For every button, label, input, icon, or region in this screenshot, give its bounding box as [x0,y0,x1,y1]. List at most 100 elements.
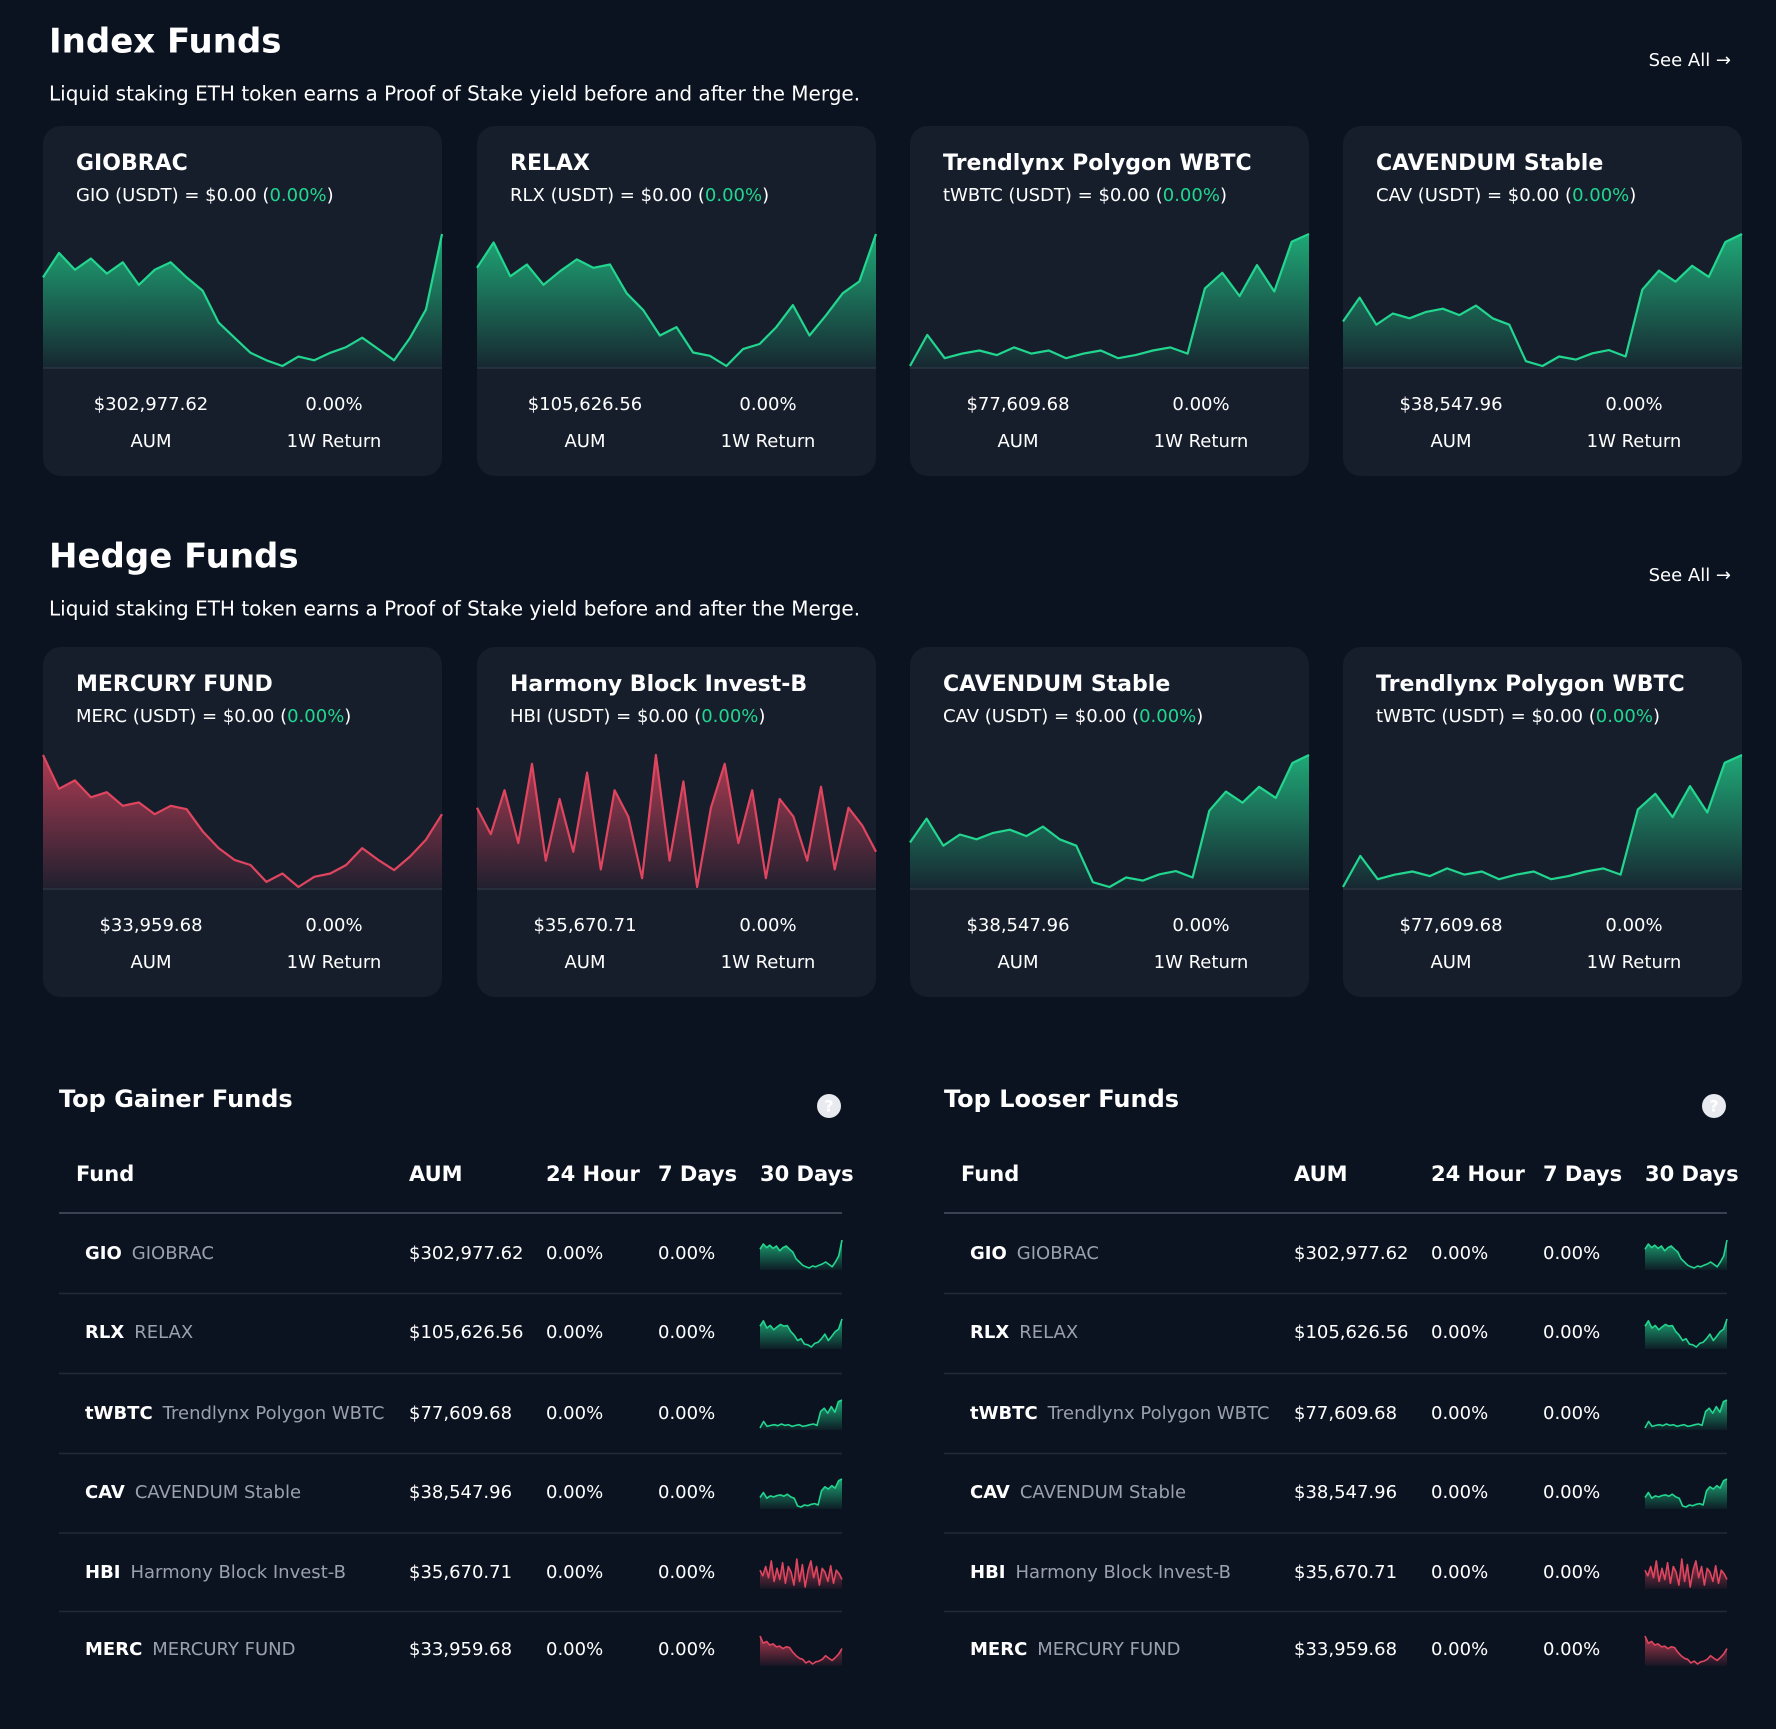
return-value: 0.00% [305,915,362,936]
fund-cell: HBI Harmony Block Invest-B [970,1562,1231,1583]
fund-card[interactable] [910,126,1309,476]
change-24h: 0.00% [546,1403,603,1424]
fund-code: CAV [85,1482,125,1503]
help-icon[interactable] [817,1094,841,1118]
change-7d: 0.00% [658,1322,715,1343]
change-7d: 0.00% [1543,1562,1600,1583]
return-label: 1W Return [1587,952,1682,973]
section-title: Hedge Funds [49,537,299,577]
rate-prefix: CAV (USDT) = $0.00 ( [1376,185,1572,206]
fund-rate: CAV (USDT) = $0.00 (0.00%) [1376,185,1636,206]
fund-card[interactable] [43,126,442,476]
column-header: 30 Days [760,1162,854,1186]
fund-code: MERC [85,1639,142,1660]
column-header: 24 Hour [546,1162,640,1186]
sparkline [909,232,1310,367]
aum-cell: $33,959.68 [409,1639,512,1660]
rate-prefix: HBI (USDT) = $0.00 ( [510,706,701,727]
fund-cell: RLX RELAX [85,1322,193,1343]
sparkline [42,754,443,889]
help-icon[interactable] [1702,1094,1726,1118]
sparkline [759,1558,843,1588]
return-value: 0.00% [1172,394,1229,415]
rate-suffix: ) [1196,706,1203,727]
fund-code: tWBTC [85,1403,153,1424]
aum-value: $35,670.71 [533,915,636,936]
rate-change: 0.00% [269,185,326,206]
fund-name: Trendlynx Polygon WBTC [1376,672,1685,697]
fund-card[interactable] [910,647,1309,997]
fund-card[interactable] [477,126,876,476]
sparkline [1342,753,1743,888]
change-24h: 0.00% [546,1243,603,1264]
aum-value: $38,547.96 [966,915,1069,936]
fund-cell: HBI Harmony Block Invest-B [85,1562,346,1583]
fund-cell: GIO GIOBRAC [970,1243,1099,1264]
aum-label: AUM [130,952,171,973]
change-7d: 0.00% [658,1243,715,1264]
fund-name: CAVENDUM Stable [943,672,1170,697]
sparkline [1644,1478,1728,1508]
return-value: 0.00% [305,394,362,415]
see-all-link[interactable]: See All → [1649,565,1731,586]
sparkline [759,1399,843,1429]
fund-code: MERC [970,1639,1027,1660]
rate-suffix: ) [762,185,769,206]
aum-cell: $105,626.56 [1294,1322,1409,1343]
rate-prefix: tWBTC (USDT) = $0.00 ( [1376,706,1596,727]
rate-change: 0.00% [701,706,758,727]
fund-rate: MERC (USDT) = $0.00 (0.00%) [76,706,351,727]
change-24h: 0.00% [1431,1639,1488,1660]
aum-label: AUM [1430,431,1471,452]
sparkline-area [760,1479,842,1509]
return-value: 0.00% [1172,915,1229,936]
fund-cell: MERC MERCURY FUND [970,1639,1180,1660]
aum-cell: $105,626.56 [409,1322,524,1343]
fund-card[interactable] [1343,647,1742,997]
rate-change: 0.00% [1139,706,1196,727]
rate-change: 0.00% [1572,185,1629,206]
fund-card[interactable] [1343,126,1742,476]
rate-suffix: ) [327,185,334,206]
sparkline [759,1635,843,1665]
sparkline-area [1645,1400,1727,1430]
aum-cell: $33,959.68 [1294,1639,1397,1660]
fund-rate: tWBTC (USDT) = $0.00 (0.00%) [943,185,1227,206]
fund-name: CAVENDUM Stable [1376,151,1603,176]
change-7d: 0.00% [658,1403,715,1424]
return-label: 1W Return [1154,431,1249,452]
aum-label: AUM [1430,952,1471,973]
fund-code: GIO [85,1243,122,1264]
aum-label: AUM [564,431,605,452]
sparkline-area [910,234,1309,368]
fund-full-name: MERCURY FUND [152,1639,295,1660]
return-value: 0.00% [1605,394,1662,415]
aum-cell: $38,547.96 [1294,1482,1397,1503]
fund-code: HBI [970,1562,1005,1583]
fund-rate: RLX (USDT) = $0.00 (0.00%) [510,185,769,206]
aum-value: $33,959.68 [99,915,202,936]
aum-label: AUM [997,952,1038,973]
fund-code: tWBTC [970,1403,1038,1424]
aum-label: AUM [130,431,171,452]
fund-cell: MERC MERCURY FUND [85,1639,295,1660]
help-icon-glyph: ? [1709,1097,1718,1116]
change-7d: 0.00% [1543,1482,1600,1503]
change-24h: 0.00% [546,1322,603,1343]
fund-card[interactable] [43,647,442,997]
fund-full-name: GIOBRAC [132,1243,214,1264]
rate-prefix: GIO (USDT) = $0.00 ( [76,185,269,206]
change-24h: 0.00% [546,1482,603,1503]
aum-cell: $38,547.96 [409,1482,512,1503]
rate-change: 0.00% [1163,185,1220,206]
see-all-link[interactable]: See All → [1649,50,1731,71]
sparkline-area [1645,1240,1727,1270]
fund-name: MERCURY FUND [76,672,273,697]
fund-full-name: Harmony Block Invest-B [1015,1562,1230,1583]
fund-full-name: CAVENDUM Stable [1020,1482,1186,1503]
fund-rate: CAV (USDT) = $0.00 (0.00%) [943,706,1203,727]
rate-suffix: ) [1629,185,1636,206]
aum-value: $38,547.96 [1399,394,1502,415]
aum-value: $105,626.56 [528,394,643,415]
fund-name: RELAX [510,151,590,176]
